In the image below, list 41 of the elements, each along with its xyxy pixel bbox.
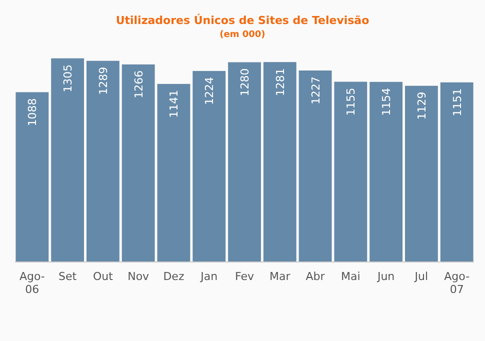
data-label: 1266 bbox=[132, 70, 146, 98]
data-label: 1281 bbox=[274, 68, 287, 96]
x-tick-label: Mai bbox=[341, 270, 360, 283]
x-tick-label: Mar bbox=[270, 270, 291, 283]
data-label: 1129 bbox=[415, 92, 428, 120]
bar bbox=[157, 84, 190, 262]
x-tick-label: Dez bbox=[163, 270, 184, 283]
bar bbox=[370, 82, 403, 262]
bar bbox=[334, 82, 368, 262]
bar bbox=[440, 82, 474, 262]
data-label: 1088 bbox=[26, 98, 40, 126]
data-label: 1289 bbox=[96, 66, 110, 95]
bar bbox=[192, 70, 226, 262]
x-tick-label: Out bbox=[92, 270, 114, 283]
data-label: 1155 bbox=[344, 88, 358, 116]
bar bbox=[16, 92, 49, 262]
x-tick-label: Jan bbox=[200, 270, 218, 283]
bar bbox=[51, 58, 84, 262]
bar bbox=[228, 62, 261, 262]
x-tick-label: Jul bbox=[414, 270, 428, 283]
data-label: 1280 bbox=[238, 68, 252, 96]
chart-title: Utilizadores Únicos de Sites de Televisão bbox=[116, 13, 370, 27]
bar bbox=[86, 60, 120, 262]
x-tick-label: Abr bbox=[306, 270, 326, 283]
x-tick-label: Fev bbox=[234, 270, 254, 283]
data-label: 1305 bbox=[62, 64, 75, 92]
data-label: 1141 bbox=[168, 90, 181, 118]
bar bbox=[122, 64, 155, 262]
bar bbox=[298, 70, 332, 262]
x-tick-label: Set bbox=[58, 270, 78, 283]
x-tick-label: Ago-06 bbox=[19, 270, 45, 296]
x-tick-label: Jun bbox=[376, 270, 395, 283]
bar bbox=[404, 86, 438, 262]
chart-subtitle: (em 000) bbox=[220, 30, 266, 40]
data-label: 1224 bbox=[203, 76, 216, 105]
bar bbox=[263, 62, 296, 262]
x-tick-label: Ago-07 bbox=[444, 270, 470, 296]
data-label: 1151 bbox=[450, 88, 464, 116]
x-tick-label: Nov bbox=[128, 270, 150, 283]
data-label: 1227 bbox=[309, 76, 322, 105]
data-label: 1154 bbox=[380, 88, 394, 116]
